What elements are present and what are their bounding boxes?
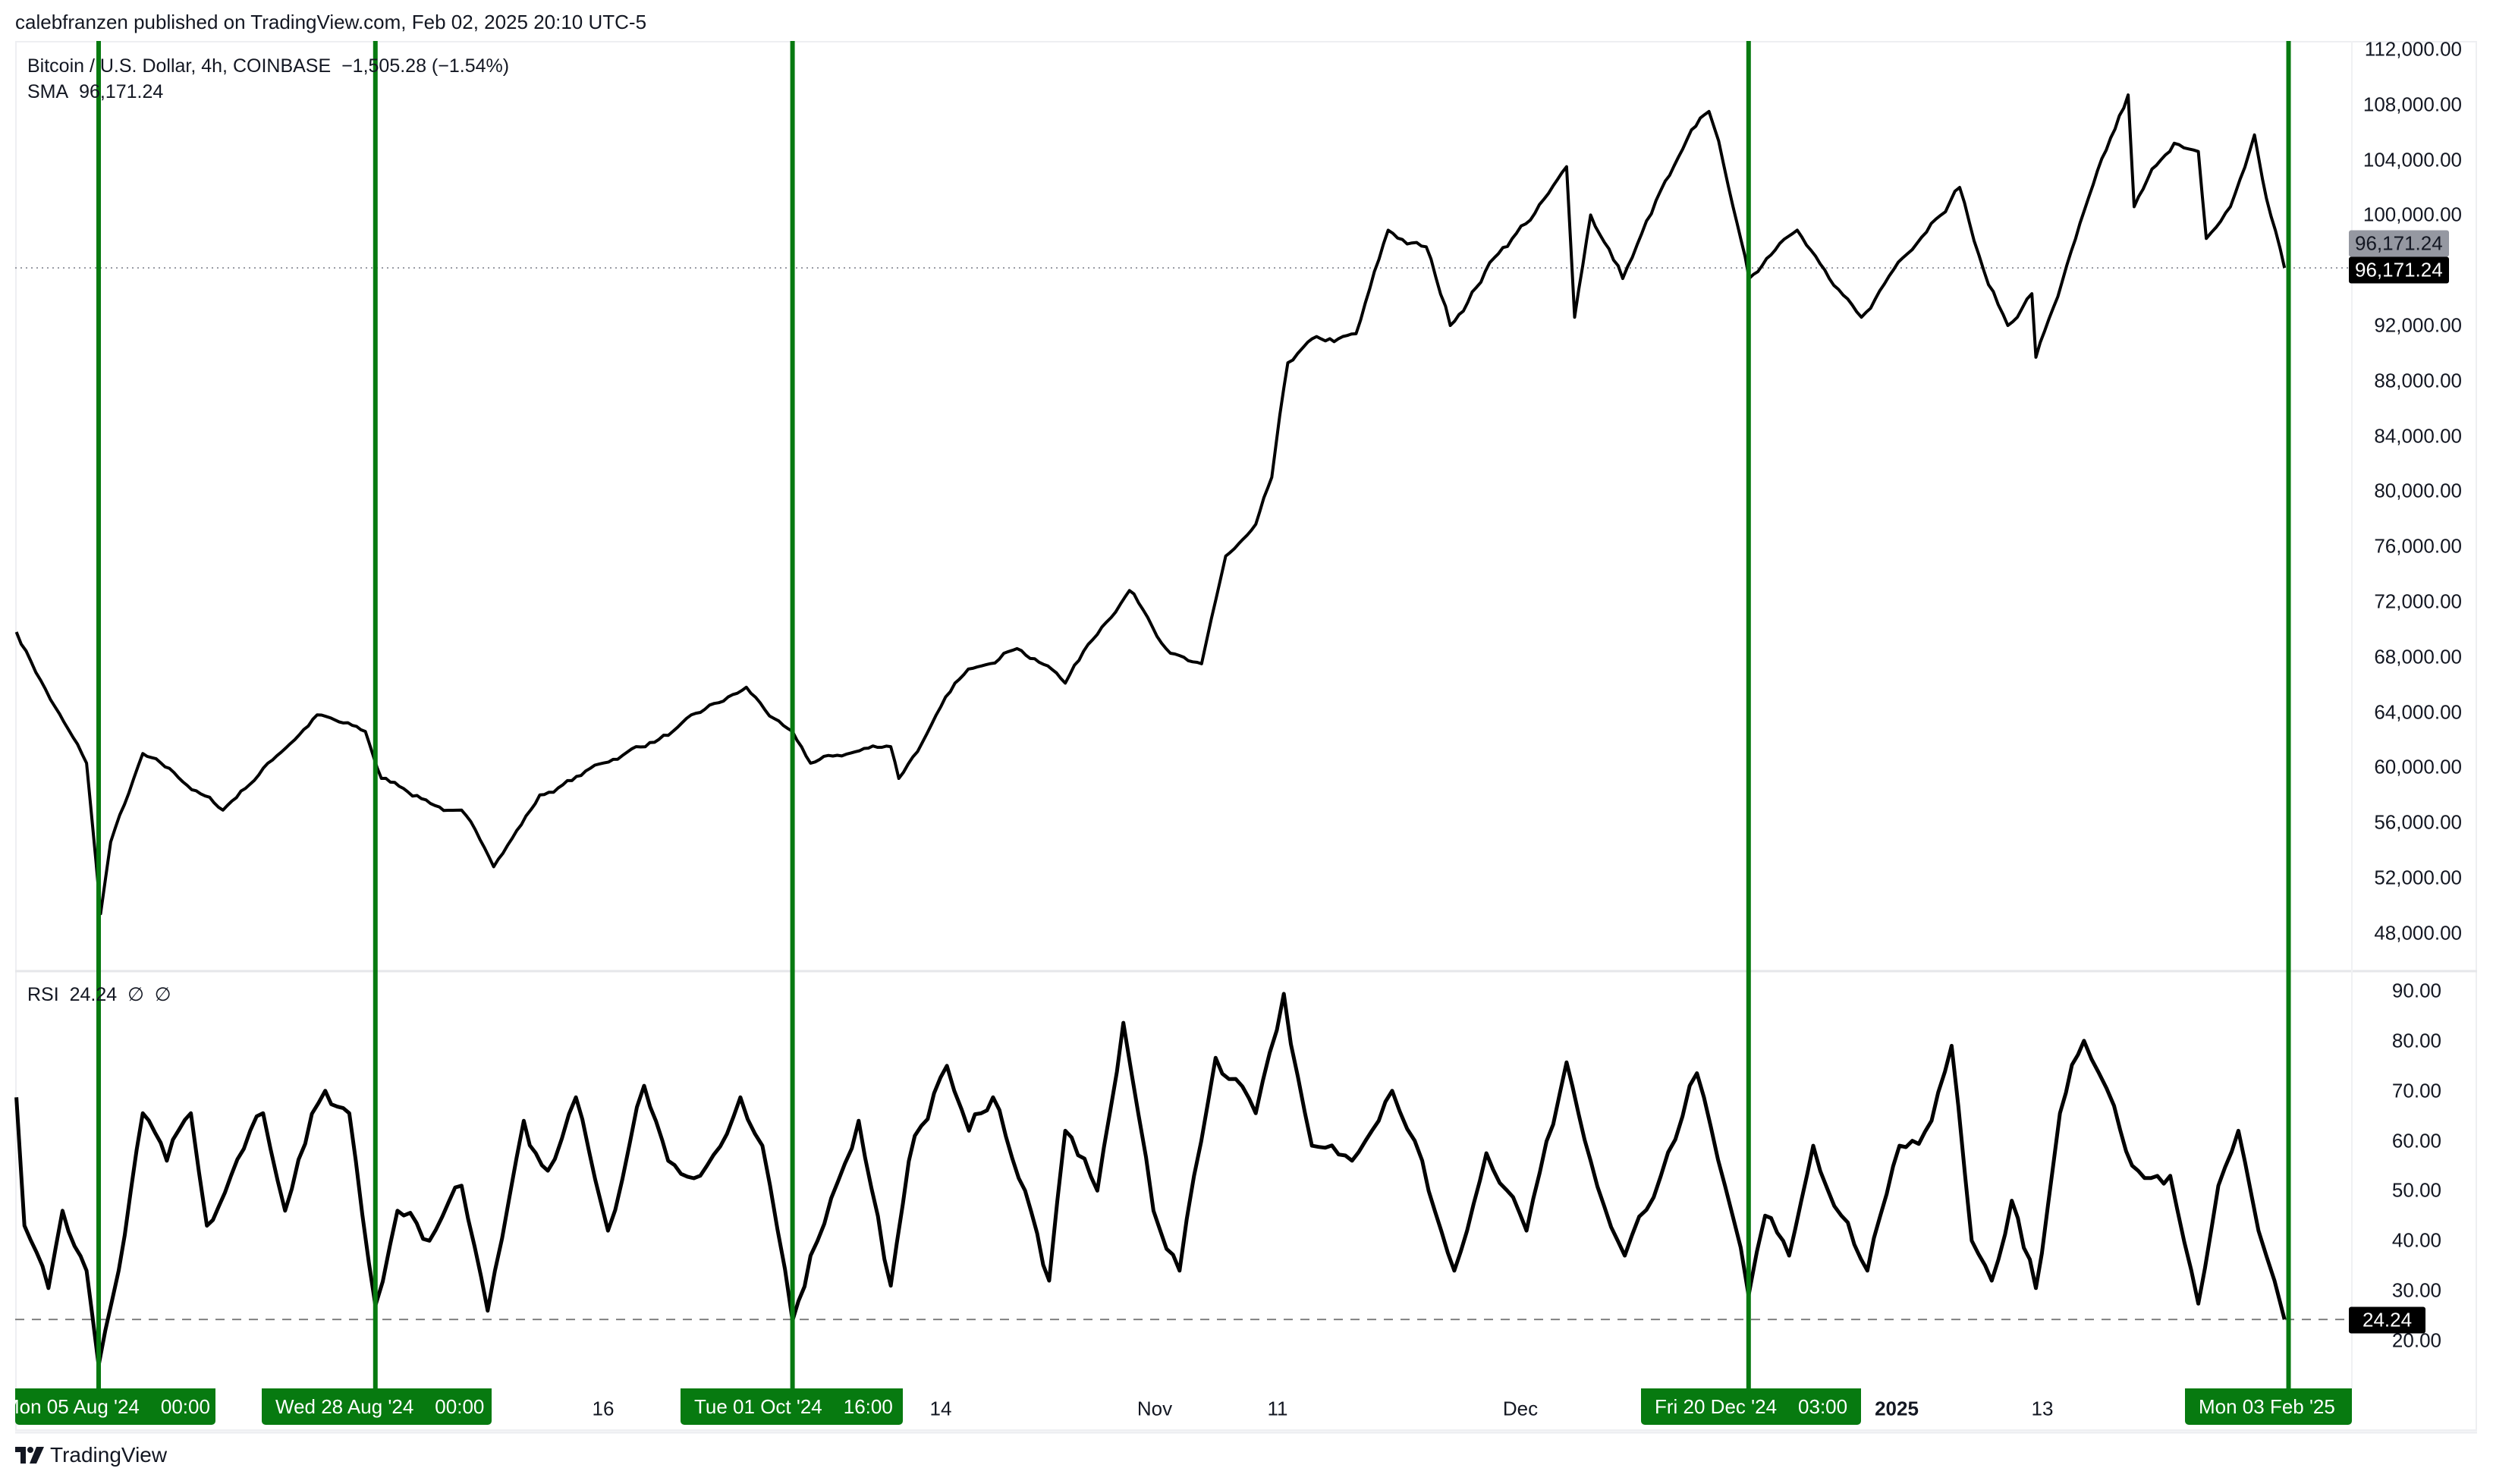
- rsi-series-line: [14, 992, 2287, 1368]
- rsi-last-badge: 24.24: [2349, 1306, 2426, 1334]
- price-tick-label: 72,000.00: [2374, 590, 2462, 613]
- time-tick-label: 14: [929, 1397, 952, 1420]
- marker-date: Wed 28 Aug '24: [275, 1395, 414, 1418]
- marker-date: Mon 03 Feb '25: [2199, 1395, 2335, 1418]
- price-change: −1,505.28 (−1.54%): [341, 55, 510, 77]
- marker-date: Fri 20 Dec '24: [1655, 1395, 1778, 1418]
- time-marker-label: Tue 01 Oct '24 16:00: [681, 1388, 903, 1425]
- sma-value: 96,171.24: [79, 81, 164, 102]
- marker-time: 00:00: [435, 1395, 485, 1418]
- chart-frame: [15, 41, 2477, 1431]
- price-tick-label: 112,000.00: [2364, 37, 2462, 61]
- price-series-line: [14, 93, 2287, 916]
- time-tick-label: 16: [592, 1397, 615, 1420]
- rsi-tick-label: 90.00: [2391, 979, 2441, 1002]
- rsi-tick-label: 70.00: [2391, 1079, 2441, 1102]
- price-tick-label: 100,000.00: [2363, 203, 2462, 226]
- rsi-tick-label: 50.00: [2391, 1178, 2441, 1202]
- rsi-tick-label: 40.00: [2391, 1228, 2441, 1252]
- price-tick-label: 52,000.00: [2374, 866, 2462, 889]
- time-marker-label: Mon 05 Aug '24 00:00: [15, 1388, 215, 1425]
- time-tick-label: Nov: [1136, 1397, 1173, 1420]
- rsi-value: 24.24: [69, 984, 118, 1005]
- last-price-badge: 96,171.24: [2349, 256, 2449, 284]
- tradingview-logo[interactable]: TradingView: [15, 1443, 167, 1467]
- price-tick-label: 92,000.00: [2374, 313, 2462, 337]
- marker-time: 00:00: [160, 1395, 210, 1418]
- main-legend: Bitcoin / U.S. Dollar, 4h, COINBASE −1,5…: [27, 53, 509, 105]
- time-tick-label: 11: [1267, 1397, 1288, 1420]
- time-marker-label: Fri 20 Dec '24 03:00: [1641, 1388, 1861, 1425]
- symbol-title[interactable]: Bitcoin / U.S. Dollar, 4h, COINBASE: [27, 55, 332, 77]
- logo-text: TradingView: [50, 1443, 168, 1467]
- na-icon: ∅: [127, 984, 144, 1005]
- price-tick-label: 48,000.00: [2374, 921, 2462, 945]
- price-tick-label: 68,000.00: [2374, 645, 2462, 668]
- marker-date: Tue 01 Oct '24: [694, 1395, 822, 1418]
- price-tick-label: 84,000.00: [2374, 424, 2462, 448]
- time-tick-label: 13: [2031, 1397, 2054, 1420]
- tradingview-logo-icon: [15, 1447, 44, 1464]
- rsi-tick-label: 30.00: [2391, 1278, 2441, 1302]
- price-tick-label: 104,000.00: [2363, 148, 2462, 171]
- price-tick-label: 76,000.00: [2374, 534, 2462, 558]
- sma-label[interactable]: SMA: [27, 81, 69, 102]
- marker-time: 03:00: [1798, 1395, 1848, 1418]
- time-tick-label: Dec: [1502, 1397, 1539, 1420]
- price-tick-label: 108,000.00: [2363, 93, 2462, 116]
- marker-date: Mon 05 Aug '24: [15, 1395, 140, 1418]
- price-tick-label: 80,000.00: [2374, 479, 2462, 502]
- marker-time: 16:00: [843, 1395, 893, 1418]
- price-tick-label: 64,000.00: [2374, 700, 2462, 724]
- published-byline: calebfranzen published on TradingView.co…: [15, 11, 647, 33]
- price-tick-label: 88,000.00: [2374, 369, 2462, 392]
- price-tick-label: 60,000.00: [2374, 755, 2462, 778]
- rsi-legend: RSI 24.24 ∅ ∅: [27, 983, 171, 1006]
- time-marker-label: Mon 03 Feb '251: [2185, 1388, 2352, 1425]
- na-icon: ∅: [154, 984, 171, 1005]
- time-tick-label: 2025: [1875, 1397, 1919, 1420]
- time-marker-label: Wed 28 Aug '24 00:00: [262, 1388, 492, 1425]
- rsi-tick-label: 60.00: [2391, 1129, 2441, 1152]
- rsi-tick-label: 80.00: [2391, 1029, 2441, 1052]
- price-tick-label: 56,000.00: [2374, 810, 2462, 834]
- sma-price-badge: 96,171.24: [2349, 230, 2449, 257]
- rsi-label[interactable]: RSI: [27, 984, 59, 1005]
